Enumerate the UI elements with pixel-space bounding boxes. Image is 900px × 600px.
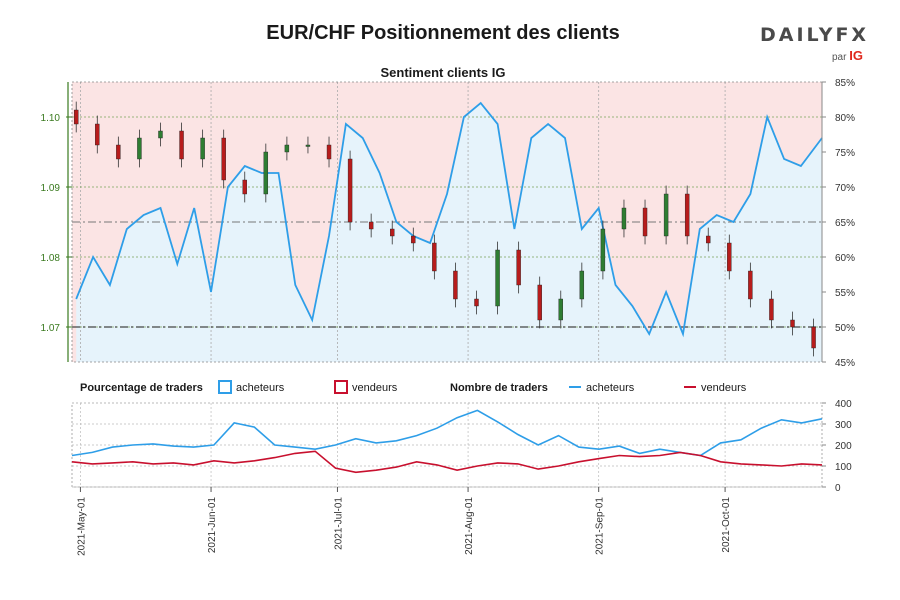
count-tick-label: 300 [835,420,852,431]
candle-body [706,235,711,244]
legend-count-sellers-label: vendeurs [701,382,747,394]
left-tick-label: 1.09 [41,183,61,194]
count-tick-label: 0 [835,483,841,494]
candle-body [116,144,121,160]
candle-body [748,270,753,300]
right-tick-label: 45% [835,358,855,369]
left-tick-label: 1.08 [41,253,61,264]
right-tick-label: 70% [835,183,855,194]
buyers-area [76,103,822,362]
candle-body [347,158,353,223]
legend-pct-sellers-swatch [334,380,348,394]
candle-body [368,221,374,230]
candle-body [474,298,479,307]
trader-count-plot: 0 100 200 300 400 2021-May-01 2021-Jun-01 2021-… [71,399,852,556]
candle-body [727,242,732,272]
left-tick-label: 1.10 [41,113,61,124]
candle-body [200,137,205,160]
count-sellers-line [71,450,823,474]
candle-body [179,130,184,160]
candle-body [137,137,142,160]
chart-title: EUR/CHF Positionnement des clients [266,22,620,44]
candle-body [495,249,500,307]
x-tick-label: 2021-Jun-01 [207,497,218,554]
candle-body [242,179,247,195]
right-tick-label: 80% [835,113,855,124]
count-tick-label: 100 [835,462,852,473]
logo-sub-par: par [832,52,847,63]
legend: Pourcentage de traders acheteurs vendeur… [80,380,747,394]
candle-body [221,137,226,181]
logo-sub-ig: IG [849,48,863,63]
right-tick-label: 65% [835,218,855,229]
x-tick-label: 2021-Aug-01 [464,497,475,555]
count-tick-label: 400 [835,399,852,410]
candle-body [263,151,269,195]
right-tick-label: 60% [835,253,855,264]
x-tick-label: 2021-Sep-01 [595,497,606,555]
candle-body [432,242,437,272]
candle-body [390,228,395,237]
right-tick-label: 55% [835,288,855,299]
net-long-line [75,101,823,338]
candle-body [326,144,332,160]
dailyfx-logo: DAILYFX par IG [760,24,870,64]
candle-body [284,144,290,153]
count-tick-label: 200 [835,441,852,452]
candle-body [663,193,669,237]
candle-body [790,319,795,328]
left-tick-label: 1.07 [41,323,61,334]
legend-count-buyers-label: acheteurs [586,382,635,394]
candle-body [537,284,542,321]
candle-body [158,130,163,139]
legend-pct-buyers-label: acheteurs [236,382,285,394]
x-tick-label: 2021-Oct-01 [721,497,732,553]
candle-body [769,298,774,321]
candle-body [600,228,606,272]
legend-pct-title: Pourcentage de traders [80,382,203,394]
candle-body [516,249,521,286]
logo-text: DAILYFX [760,24,870,46]
candle-body [558,298,563,321]
legend-count-title: Nombre de traders [450,382,548,394]
candle-body [411,235,416,244]
candle-body [579,270,585,300]
legend-pct-sellers-label: vendeurs [352,382,398,394]
candle-body [621,207,627,230]
right-tick-label: 50% [835,323,855,334]
candle-body [642,207,648,237]
candle-body [305,144,311,147]
x-tick-label: 2021-May-01 [76,497,87,556]
main-plot: 1.07 1.08 1.09 1.10 45% 50% 55% 60% 65% 70% 75% 80%… [41,78,856,369]
right-tick-label: 75% [835,148,855,159]
x-tick-label: 2021-Jul-01 [333,497,344,550]
right-tick-label: 85% [835,78,855,89]
candle-body [684,193,690,237]
candle-body [811,326,816,349]
logo-sub: par IG [832,48,863,63]
candle-body [95,123,100,146]
candle-body [74,109,79,125]
candle-body [453,270,458,300]
subplot-title: Sentiment clients IG [381,65,506,80]
legend-pct-buyers-swatch [218,380,232,394]
